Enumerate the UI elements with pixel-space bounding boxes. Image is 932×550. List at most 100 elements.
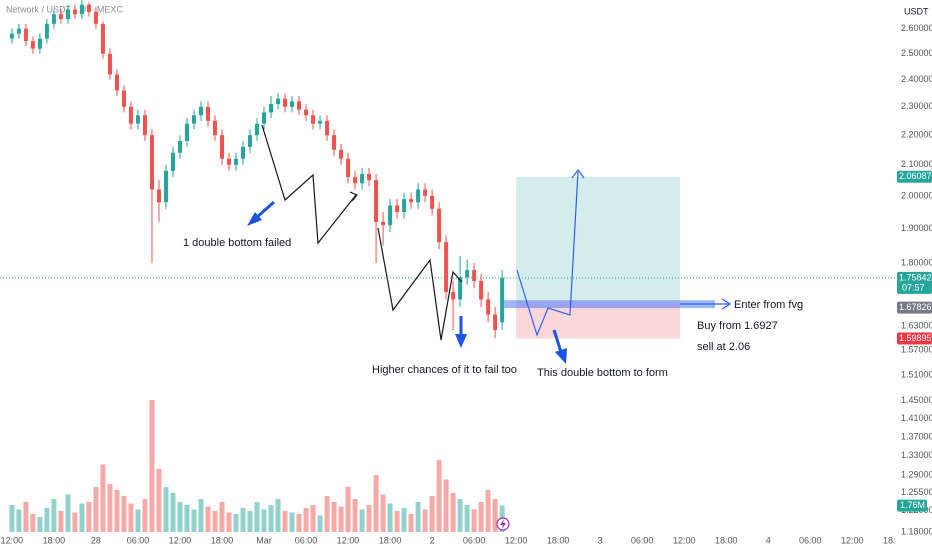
x-tick-label: 18:00 <box>883 535 906 545</box>
candle-body <box>311 115 316 124</box>
candle-body <box>163 170 168 203</box>
volume-bar <box>394 511 400 532</box>
candle-body <box>304 109 309 116</box>
volume-bar <box>282 511 288 532</box>
currency-label: USDT <box>904 6 929 16</box>
volume-bar <box>478 502 484 532</box>
candle-body <box>262 112 267 124</box>
volume-bar <box>338 506 344 532</box>
candle-body <box>241 146 246 159</box>
y-tick-label: 1.80000 <box>901 257 932 267</box>
x-tick-label: 3 <box>598 535 603 545</box>
candle-body <box>374 180 379 222</box>
volume-bar <box>275 499 281 532</box>
candle-body <box>269 104 274 113</box>
candle-body <box>44 23 49 39</box>
x-tick-label: 06:00 <box>295 535 318 545</box>
candle-body <box>388 205 393 226</box>
candle-body <box>353 177 358 184</box>
volume-bar <box>254 502 260 532</box>
y-tick-label: 1.41000 <box>901 413 932 423</box>
annotation: This double bottom to form <box>537 367 668 379</box>
volume-bar <box>443 479 449 532</box>
candle-body <box>30 41 35 49</box>
volume-bar <box>471 509 477 532</box>
candle-body <box>128 106 133 124</box>
volume-bar <box>212 511 218 532</box>
candle-body <box>170 152 175 171</box>
volume-bar <box>219 502 225 532</box>
volume-bar <box>289 512 295 532</box>
volume-bar <box>100 464 106 532</box>
x-tick-label: 06:00 <box>799 535 822 545</box>
price-countdown: 07:57 <box>902 282 925 292</box>
projection-line <box>516 171 579 337</box>
candle-body <box>198 106 203 116</box>
candle-body <box>135 115 140 124</box>
candle-body <box>276 98 281 105</box>
volume-bar <box>16 509 22 532</box>
y-tick-label: 1.45000 <box>901 395 932 405</box>
volume-bar <box>268 505 274 532</box>
candle-body <box>444 242 449 292</box>
volume-bar <box>170 493 176 532</box>
arrow-head <box>571 169 585 179</box>
chart-title: Network / USDT · 1h · MEXC <box>6 4 123 14</box>
price-marker-label: 1.67826 <box>899 302 932 312</box>
candle-body <box>437 208 442 243</box>
candle-body <box>479 280 484 300</box>
y-tick-label: 2.50000 <box>901 48 932 58</box>
volume-bar <box>296 514 302 532</box>
volume-bar <box>44 508 50 532</box>
candle-body <box>212 120 217 136</box>
volume-bar <box>422 509 428 532</box>
candle-body <box>149 135 154 190</box>
volume-bar <box>205 506 211 532</box>
zigzag-line <box>377 227 463 341</box>
candle-body <box>79 4 84 15</box>
x-tick-label: 12:00 <box>673 535 696 545</box>
y-tick-label: 1.33000 <box>901 450 932 460</box>
candle-body <box>37 38 42 49</box>
x-tick-label: 18:00 <box>379 535 402 545</box>
y-tick-label: 2.20000 <box>901 130 932 140</box>
plot-area <box>0 0 895 532</box>
y-tick-label: 1.29000 <box>901 470 932 480</box>
candle-body <box>65 9 70 20</box>
candle-body <box>283 98 288 107</box>
candle-body <box>227 158 232 165</box>
volume-bar <box>310 505 316 532</box>
volume-bar <box>485 490 491 532</box>
candle-body <box>58 14 63 20</box>
volume-bar <box>303 508 309 532</box>
price-marker <box>897 301 932 314</box>
candle-body <box>381 221 386 226</box>
candle-body <box>23 28 28 42</box>
price-axis: 2.60000 2.50000 2.40000 2.30000 2.20000 2.100… <box>897 23 932 536</box>
volume-bar <box>331 502 337 532</box>
volume-bar <box>233 514 239 532</box>
candle-body <box>72 9 77 15</box>
y-tick-label: 2.00000 <box>901 190 932 200</box>
volume-bar <box>226 512 232 532</box>
drawings <box>247 124 732 531</box>
x-tick-label: Mar <box>256 535 272 545</box>
volume-bar <box>387 503 393 532</box>
candle-body <box>430 195 435 209</box>
volume-marker-label: 1.76M <box>900 500 925 510</box>
volume-bar <box>65 494 71 532</box>
volume-bar <box>373 475 379 532</box>
blue-arrow-head <box>555 348 567 364</box>
volume-bar <box>352 499 358 532</box>
x-tick-label: 18:00 <box>211 535 234 545</box>
volume-bar <box>93 487 99 532</box>
blue-arrow-head <box>455 334 467 348</box>
volume-bar <box>128 503 134 532</box>
candle-body <box>100 23 105 54</box>
candle-body <box>51 14 56 24</box>
y-tick-label: 1.51000 <box>901 369 932 379</box>
volume-bar <box>240 508 246 532</box>
y-tick-label: 2.10000 <box>901 159 932 169</box>
candle-body <box>9 33 14 39</box>
